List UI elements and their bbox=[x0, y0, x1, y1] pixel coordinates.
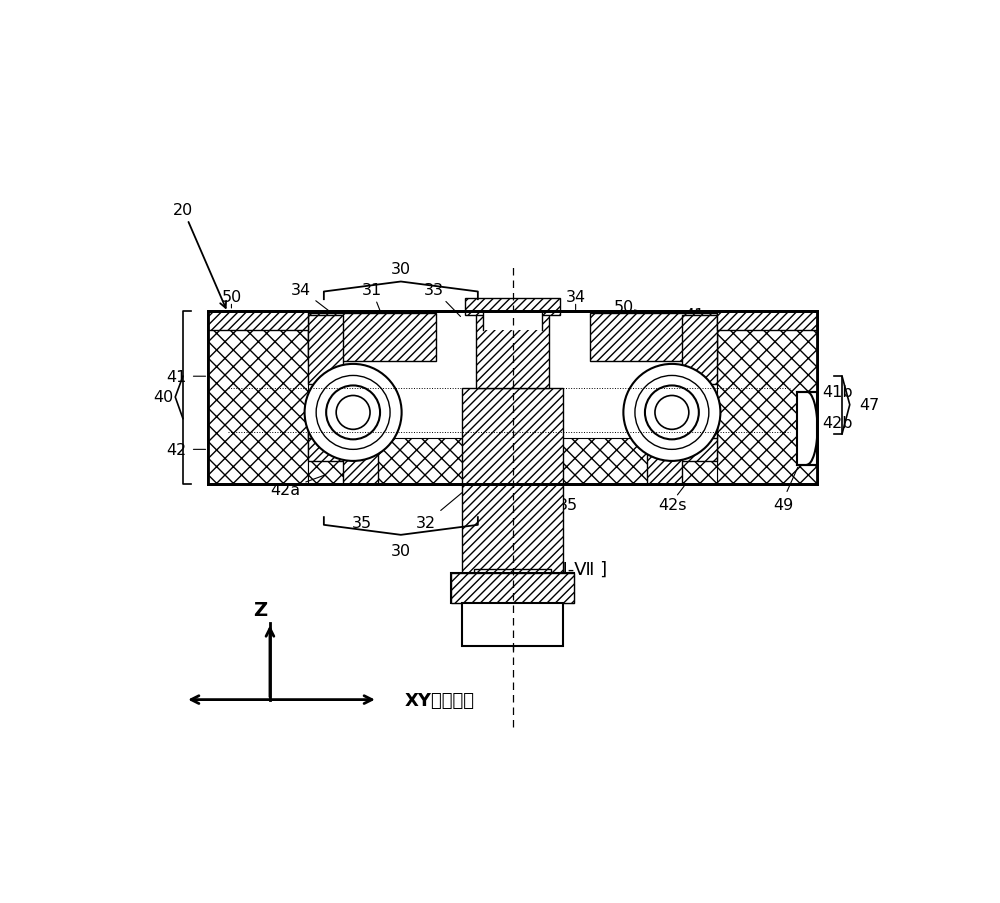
Circle shape bbox=[305, 365, 402, 461]
Bar bbox=[682, 315, 717, 385]
Text: 35: 35 bbox=[558, 498, 578, 513]
Circle shape bbox=[336, 396, 370, 430]
Text: 42s: 42s bbox=[658, 498, 687, 513]
Circle shape bbox=[655, 396, 689, 430]
Text: 49: 49 bbox=[773, 498, 794, 513]
Text: Z: Z bbox=[253, 600, 267, 619]
Bar bbox=[797, 392, 817, 465]
Bar bbox=[476, 312, 549, 388]
Bar bbox=[208, 312, 308, 330]
Bar bbox=[474, 569, 551, 642]
Bar bbox=[308, 438, 466, 485]
Bar bbox=[647, 438, 682, 485]
Bar bbox=[208, 312, 817, 485]
Bar bbox=[308, 412, 378, 438]
Circle shape bbox=[645, 386, 699, 440]
Text: 42b: 42b bbox=[822, 415, 853, 431]
Bar bbox=[308, 419, 343, 461]
Bar bbox=[717, 312, 817, 330]
Text: 31: 31 bbox=[361, 283, 382, 312]
Bar bbox=[462, 388, 563, 573]
Bar bbox=[451, 573, 574, 604]
Text: 35: 35 bbox=[352, 516, 372, 530]
Text: 42: 42 bbox=[167, 442, 187, 457]
Text: 34: 34 bbox=[291, 283, 332, 313]
Text: 41s: 41s bbox=[685, 308, 713, 322]
Bar bbox=[465, 298, 560, 315]
Text: 50: 50 bbox=[221, 290, 242, 305]
Text: XY平面方向: XY平面方向 bbox=[405, 691, 475, 709]
Text: 32: 32 bbox=[416, 490, 466, 530]
Bar bbox=[208, 312, 817, 485]
Text: 30: 30 bbox=[391, 262, 411, 276]
Circle shape bbox=[316, 376, 390, 450]
Circle shape bbox=[623, 365, 720, 461]
Text: 40: 40 bbox=[154, 390, 174, 405]
Text: 50: 50 bbox=[614, 300, 634, 315]
Text: 20: 20 bbox=[173, 202, 226, 309]
Circle shape bbox=[635, 376, 709, 450]
Bar bbox=[483, 313, 542, 330]
Text: 41b: 41b bbox=[822, 385, 853, 400]
Bar bbox=[590, 313, 717, 361]
Text: 41a: 41a bbox=[274, 318, 314, 347]
Text: 42a: 42a bbox=[270, 475, 325, 498]
Circle shape bbox=[326, 386, 380, 440]
Text: 41: 41 bbox=[166, 369, 187, 385]
Text: [ SEC.Ⅶ-Ⅶ ]: [ SEC.Ⅶ-Ⅶ ] bbox=[494, 560, 608, 578]
Bar bbox=[208, 312, 308, 485]
Bar bbox=[308, 313, 436, 361]
Bar bbox=[343, 438, 378, 485]
Text: 33: 33 bbox=[424, 283, 461, 317]
Bar bbox=[647, 412, 717, 438]
Bar bbox=[717, 312, 817, 485]
Text: 47: 47 bbox=[859, 397, 879, 413]
Bar bbox=[462, 604, 563, 646]
Bar bbox=[451, 573, 574, 604]
Text: 34: 34 bbox=[566, 290, 586, 305]
Bar bbox=[308, 315, 343, 385]
Bar bbox=[559, 438, 717, 485]
Text: 30: 30 bbox=[391, 544, 411, 559]
Bar bbox=[682, 419, 717, 461]
